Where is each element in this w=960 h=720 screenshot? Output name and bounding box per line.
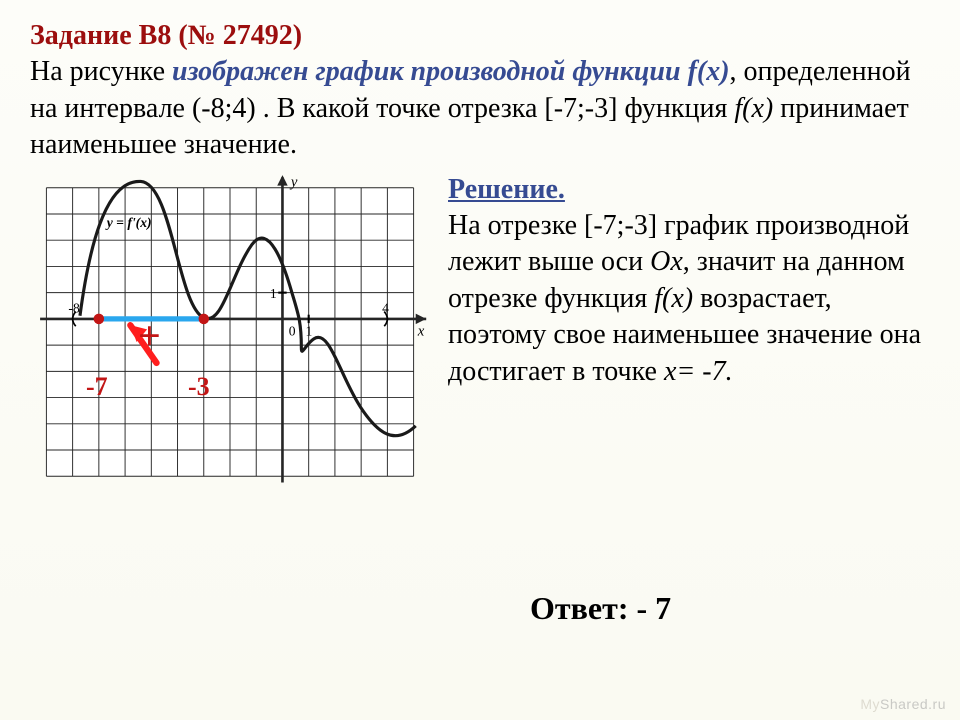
svg-text:1: 1 [270, 285, 277, 300]
graph-container: yxy = f'(x)011-84 + -7 -3 [30, 172, 430, 492]
svg-text:y: y [289, 174, 298, 190]
sol-fx: f(x) [654, 283, 693, 314]
watermark-my: My [860, 696, 880, 712]
label-neg3: -3 [188, 372, 210, 402]
task-before: На рисунке [30, 56, 172, 87]
watermark-shared: Shared [880, 696, 928, 712]
answer-text: Ответ: - 7 [530, 590, 671, 627]
sol-xmin: x= -7. [664, 356, 733, 387]
derivative-graph: yxy = f'(x)011-84 [30, 172, 430, 492]
solution-block: Решение. На отрезке [-7;-3] график произ… [430, 172, 930, 390]
svg-text:x: x [417, 323, 425, 339]
problem-text: Задание B8 (№ 27492) На рисунке изображе… [30, 18, 930, 164]
sol-ox: Ox [650, 246, 683, 277]
svg-text:1: 1 [306, 323, 313, 338]
task-emph: изображен график производной функции f(x… [172, 56, 730, 87]
solution-title: Решение. [448, 174, 565, 205]
label-neg7: -7 [86, 372, 108, 402]
svg-text:0: 0 [289, 323, 296, 338]
svg-text:y = f'(x): y = f'(x) [105, 215, 152, 231]
plus-sign: + [138, 312, 161, 359]
watermark: MyShared.ru [860, 696, 946, 712]
task-fx: f(x) [734, 93, 773, 124]
watermark-ru: .ru [928, 696, 946, 712]
task-title: Задание B8 (№ 27492) [30, 20, 302, 51]
